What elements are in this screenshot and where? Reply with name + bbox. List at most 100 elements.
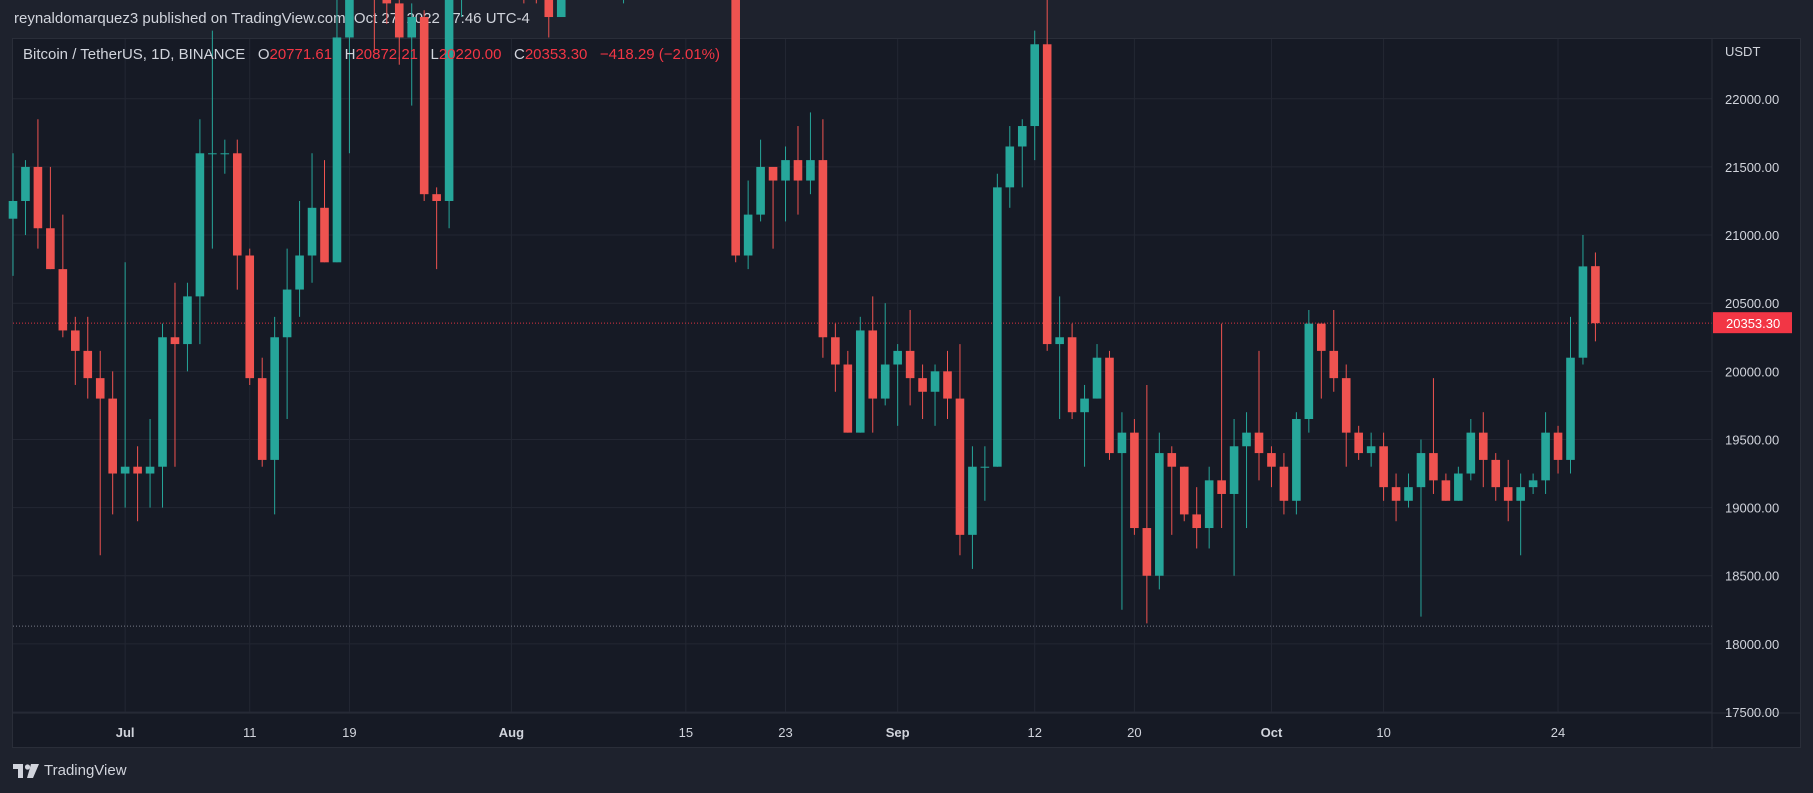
price-axis-label: 20000.00 bbox=[1725, 364, 1779, 379]
symbol-name[interactable]: Bitcoin / TetherUS, 1D, BINANCE bbox=[23, 46, 246, 63]
candle-body-up bbox=[158, 337, 167, 467]
time-axis-label: 24 bbox=[1551, 725, 1565, 740]
price-axis-label: 21000.00 bbox=[1725, 228, 1779, 243]
candle-body-down bbox=[544, 0, 554, 18]
candle-body-up bbox=[980, 466, 990, 468]
candle-body-up bbox=[1155, 453, 1164, 576]
candle-body-up bbox=[880, 364, 890, 399]
candle-body-down bbox=[1254, 432, 1264, 454]
time-axis-label: 10 bbox=[1376, 725, 1390, 740]
candle-body-up bbox=[332, 37, 342, 263]
candle-body-down bbox=[1267, 453, 1276, 467]
candle-body-up bbox=[1404, 487, 1413, 501]
candle-body-up bbox=[1578, 266, 1588, 358]
candle-body-down bbox=[1192, 514, 1201, 529]
candle-body-down bbox=[320, 207, 329, 263]
candle-body-up bbox=[743, 214, 753, 256]
candle-body-down bbox=[432, 194, 441, 201]
candle-body-up bbox=[444, 0, 454, 201]
candle-body-up bbox=[1566, 357, 1575, 460]
price-axis-label: 18000.00 bbox=[1725, 637, 1779, 652]
open-label: O bbox=[257, 46, 270, 63]
open-value: 20771.61 bbox=[269, 46, 333, 63]
candle-body-down bbox=[1354, 432, 1363, 454]
time-axis-label: 23 bbox=[778, 725, 792, 740]
candle-body-up bbox=[1005, 146, 1015, 188]
candle-body-up bbox=[1466, 432, 1476, 474]
candle-body-down bbox=[1503, 487, 1513, 501]
candle-body-down bbox=[245, 255, 255, 379]
candle-body-down bbox=[1478, 432, 1488, 460]
candle-body-up bbox=[21, 166, 30, 201]
time-axis-label: 12 bbox=[1027, 725, 1041, 740]
candle-body-down bbox=[1217, 480, 1226, 494]
candle-body-up bbox=[295, 255, 304, 290]
candle-body-down bbox=[382, 0, 392, 4]
candle-body-down bbox=[1042, 44, 1052, 345]
candle-body-up bbox=[1017, 126, 1027, 147]
candle-body-up bbox=[1092, 357, 1102, 399]
candlestick-chart[interactable]: USDT 17500.00 18000.00 18500.00 19000.00 1950… bbox=[0, 0, 1813, 752]
candle-body-down bbox=[394, 3, 404, 38]
candle-body-up bbox=[1541, 432, 1550, 481]
candle-body-up bbox=[145, 466, 155, 474]
candle-body-up bbox=[781, 160, 790, 181]
candle-body-up bbox=[1030, 44, 1040, 127]
candle-body-up bbox=[345, 0, 354, 38]
candle-body-up bbox=[968, 466, 977, 535]
price-axis-label: 22000.00 bbox=[1725, 92, 1779, 107]
candle-body-down bbox=[868, 330, 878, 399]
candle-body-up bbox=[1117, 432, 1127, 454]
candle-body-down bbox=[768, 166, 778, 181]
candle-body-down bbox=[1591, 266, 1600, 324]
price-axis-label: 18500.00 bbox=[1725, 569, 1779, 584]
time-axis-label: Jul bbox=[116, 725, 135, 740]
price-axis-unit: USDT bbox=[1725, 44, 1760, 59]
candle-body-up bbox=[407, 17, 417, 38]
candle-body-up bbox=[855, 330, 865, 433]
candle-body-up bbox=[1204, 480, 1214, 529]
candle-body-down bbox=[1279, 466, 1289, 501]
candle-body-down bbox=[1391, 487, 1401, 501]
candle-body-up bbox=[307, 207, 317, 256]
candle-body-up bbox=[120, 466, 130, 474]
candle-body-down bbox=[108, 398, 117, 474]
candle-body-up bbox=[893, 350, 902, 365]
candle-body-up bbox=[1055, 337, 1064, 345]
candle-body-down bbox=[955, 398, 965, 535]
candle-body-down bbox=[831, 337, 840, 365]
chart-pane[interactable] bbox=[12, 38, 1801, 748]
tradingview-brand-text: TradingView bbox=[44, 762, 127, 779]
tradingview-brand[interactable]: TradingView bbox=[13, 762, 127, 779]
candle-body-down bbox=[257, 378, 267, 460]
last-price-tag-label: 20353.30 bbox=[1726, 316, 1780, 331]
candle-body-down bbox=[1491, 459, 1501, 488]
high-label: H bbox=[344, 46, 356, 63]
candle-body-up bbox=[1304, 323, 1314, 420]
candle-body-down bbox=[83, 350, 93, 379]
candle-body-up bbox=[183, 296, 192, 345]
candle-body-up bbox=[270, 337, 279, 460]
candle-body-down bbox=[1179, 466, 1189, 515]
candle-body-down bbox=[918, 378, 927, 392]
time-axis-label: Sep bbox=[886, 725, 910, 740]
candle-body-down bbox=[58, 269, 68, 331]
candle-body-down bbox=[1067, 337, 1077, 413]
high-value: 20872.21 bbox=[355, 46, 419, 63]
candle-body-down bbox=[1130, 432, 1139, 529]
candle-body-down bbox=[1167, 453, 1177, 467]
candle-body-down bbox=[843, 364, 853, 433]
candle-body-down bbox=[95, 378, 105, 399]
candle-body-up bbox=[993, 187, 1002, 467]
tradingview-logo-icon bbox=[13, 763, 39, 778]
candle-body-up bbox=[756, 166, 765, 215]
price-axis-label: 19000.00 bbox=[1725, 501, 1779, 516]
candle-body-down bbox=[1329, 350, 1339, 379]
candle-body-up bbox=[1242, 432, 1251, 447]
candle-body-down bbox=[1105, 357, 1114, 454]
candle-body-down bbox=[419, 17, 429, 195]
candle-body-down bbox=[905, 350, 915, 379]
candle-body-down bbox=[793, 160, 803, 181]
candle-body-down bbox=[1317, 323, 1326, 351]
candle-body-down bbox=[46, 228, 55, 270]
